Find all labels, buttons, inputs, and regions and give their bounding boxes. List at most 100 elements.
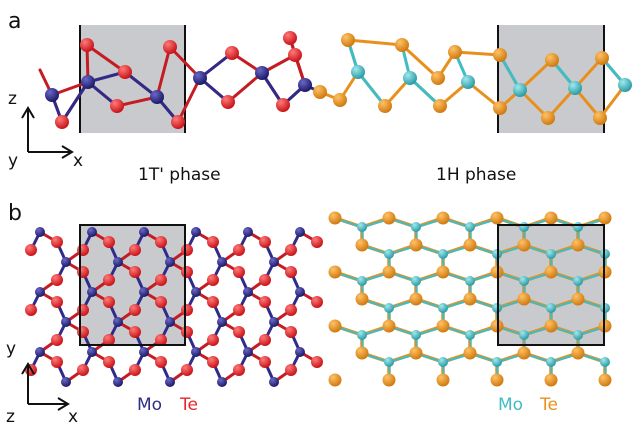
mo-atom	[243, 347, 253, 357]
axis-b-vertical: y	[6, 339, 16, 359]
te-atom	[311, 236, 323, 248]
te-atom	[378, 99, 392, 113]
mo-atom	[113, 377, 123, 387]
te-atom	[493, 101, 507, 115]
mo-atom	[384, 357, 394, 367]
te-atom	[595, 51, 609, 65]
mo-atom	[35, 347, 45, 357]
mo-atom	[61, 377, 71, 387]
mo-atom	[217, 257, 227, 267]
mo-atom	[217, 317, 227, 327]
te-atom	[382, 373, 396, 387]
mo-atom	[465, 330, 475, 340]
mo-atom	[384, 303, 394, 313]
mo-atom	[35, 287, 45, 297]
te-atom	[285, 304, 297, 316]
mo-atom	[150, 90, 164, 104]
lattice-1t-top	[25, 227, 323, 387]
te-atom	[259, 334, 271, 346]
mo-atom	[61, 317, 71, 327]
te-atom	[448, 45, 462, 59]
te-atom	[155, 334, 167, 346]
te-atom	[207, 296, 219, 308]
te-atom	[285, 364, 297, 376]
mo-atom	[87, 227, 97, 237]
te-atom	[51, 356, 63, 368]
mo-atom	[573, 276, 583, 286]
te-atom	[259, 356, 271, 368]
te-atom	[409, 238, 423, 252]
mo-atom	[519, 222, 529, 232]
te-atom	[103, 356, 115, 368]
mo-atom	[461, 75, 475, 89]
te-atom	[311, 356, 323, 368]
te-atom	[598, 211, 612, 225]
te-atom	[103, 274, 115, 286]
mo-atom	[243, 287, 253, 297]
panel-a: a	[8, 9, 632, 185]
mo-atom	[255, 66, 269, 80]
mo-atom	[191, 347, 201, 357]
mo-atom	[357, 276, 367, 286]
te-atom	[171, 115, 185, 129]
mo-atom	[269, 317, 279, 327]
te-atom	[436, 265, 450, 279]
te-atom	[110, 99, 124, 113]
mo-atom	[45, 88, 59, 102]
te-atom	[129, 326, 141, 338]
mo-atom	[357, 330, 367, 340]
mo-atom	[438, 249, 448, 259]
te-atom	[571, 238, 585, 252]
atoms-1h-side	[313, 33, 632, 125]
te-atom	[382, 211, 396, 225]
mo-atom	[295, 227, 305, 237]
te-atom	[355, 238, 369, 252]
te-atom	[355, 346, 369, 360]
mo-atom	[573, 222, 583, 232]
te-atom	[129, 304, 141, 316]
te-atom	[333, 93, 347, 107]
te-atom	[328, 265, 342, 279]
te-atom	[517, 238, 531, 252]
te-atom	[77, 364, 89, 376]
te-atom	[382, 265, 396, 279]
te-atom	[129, 244, 141, 256]
mo-atom	[411, 330, 421, 340]
mo-atom	[191, 227, 201, 237]
te-atom	[409, 346, 423, 360]
te-atom	[221, 95, 235, 109]
mo-atom	[546, 303, 556, 313]
te-atom	[545, 53, 559, 67]
te-atom	[493, 48, 507, 62]
legend-right-mo: Mo	[498, 395, 523, 415]
mo-atom	[61, 257, 71, 267]
te-atom	[233, 304, 245, 316]
mo-atom	[465, 276, 475, 286]
te-atom	[571, 292, 585, 306]
mo-atom	[139, 227, 149, 237]
te-atom	[77, 244, 89, 256]
mo-atom	[600, 357, 610, 367]
mo-atom	[295, 287, 305, 297]
te-atom	[181, 326, 193, 338]
te-atom	[155, 356, 167, 368]
te-atom	[103, 236, 115, 248]
te-atom	[328, 319, 342, 333]
te-atom	[51, 274, 63, 286]
mo-atom	[295, 347, 305, 357]
te-atom	[544, 211, 558, 225]
mo-atom	[165, 317, 175, 327]
te-atom	[598, 373, 612, 387]
te-atom	[541, 111, 555, 125]
te-atom	[593, 111, 607, 125]
te-atom	[207, 356, 219, 368]
te-atom	[328, 373, 342, 387]
te-atom	[490, 373, 504, 387]
mo-atom	[191, 287, 201, 297]
te-atom	[409, 292, 423, 306]
te-atom	[283, 31, 297, 45]
te-atom	[463, 292, 477, 306]
te-atom	[436, 211, 450, 225]
te-atom	[77, 326, 89, 338]
axis-a-horizontal: x	[73, 151, 83, 171]
